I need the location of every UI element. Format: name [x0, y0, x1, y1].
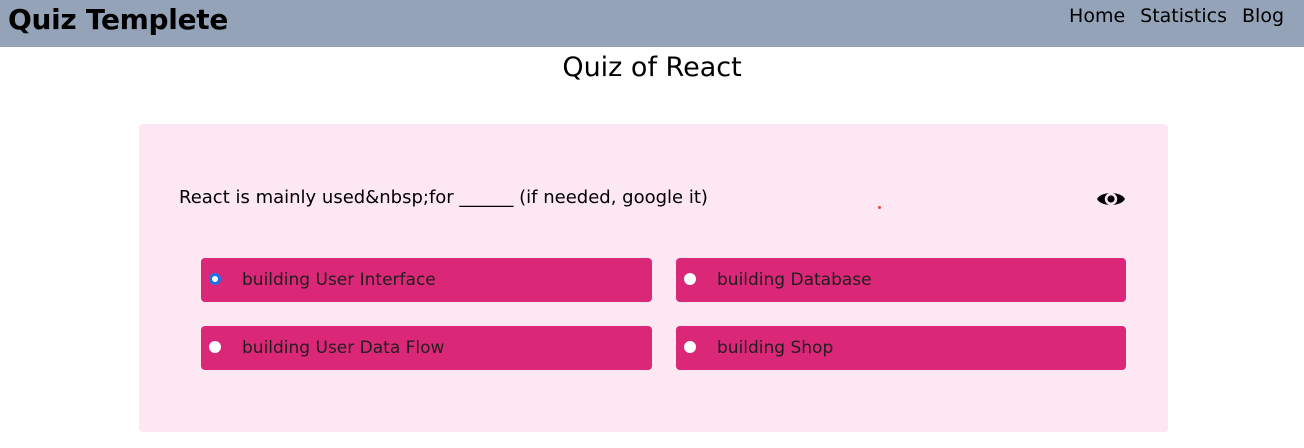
nav-link-blog[interactable]: Blog: [1242, 5, 1284, 27]
quiz-card: React is mainly used&nbsp;for ______ (if…: [139, 124, 1168, 432]
answer-option-label: building Shop: [717, 338, 834, 358]
answer-option-label: building User Interface: [242, 270, 436, 290]
nav-links: Home Statistics Blog: [1069, 4, 1284, 28]
eye-icon[interactable]: [1096, 187, 1126, 211]
eye-icon-svg: [1097, 192, 1125, 206]
nav-link-home[interactable]: Home: [1069, 5, 1126, 27]
answer-option-label: building User Data Flow: [242, 338, 445, 358]
question-text: React is mainly used&nbsp;for ______ (if…: [179, 187, 708, 208]
radio-button[interactable]: [684, 341, 696, 353]
answer-option-1[interactable]: building User Interface: [201, 258, 652, 302]
page-title: Quiz of React: [562, 52, 742, 83]
radio-button[interactable]: [209, 341, 221, 353]
answer-option-2[interactable]: building Database: [676, 258, 1126, 302]
brand-title[interactable]: Quiz Templete: [8, 3, 229, 36]
navbar: Quiz Templete Home Statistics Blog: [0, 0, 1304, 47]
radio-button[interactable]: [684, 273, 696, 285]
radio-button-selected[interactable]: [209, 273, 221, 285]
answer-option-label: building Database: [717, 270, 872, 290]
answer-option-3[interactable]: building User Data Flow: [201, 326, 652, 370]
decorative-dot: [878, 206, 881, 209]
nav-link-statistics[interactable]: Statistics: [1140, 5, 1227, 27]
answer-option-4[interactable]: building Shop: [676, 326, 1126, 370]
